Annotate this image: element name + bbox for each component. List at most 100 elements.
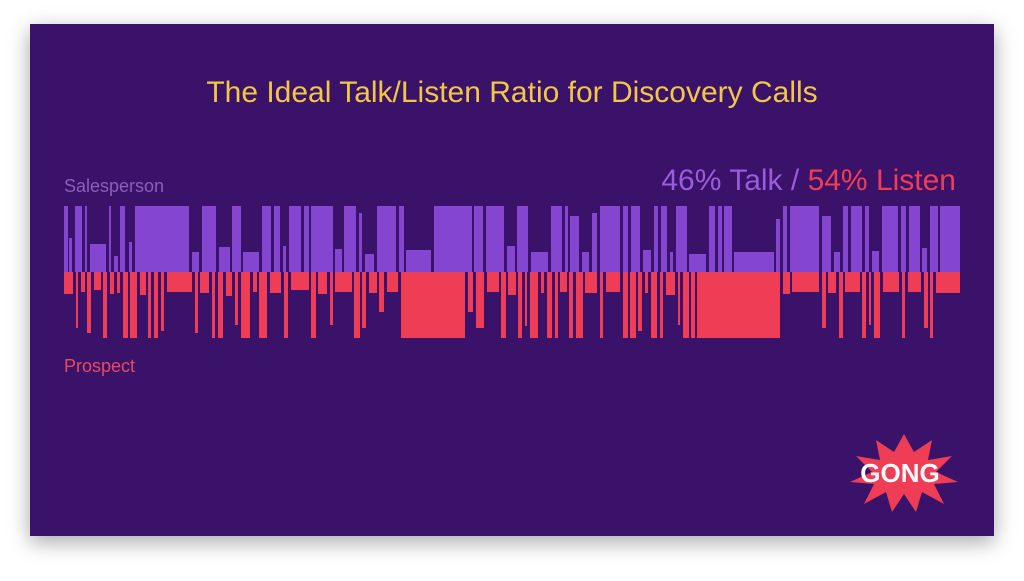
waveform-segment (555, 272, 558, 338)
waveform-segment (718, 206, 722, 272)
waveform-segment (284, 272, 288, 338)
waveform-segment (654, 206, 658, 272)
waveform-segment (843, 206, 848, 272)
waveform-segment (630, 272, 635, 338)
waveform-segment (120, 206, 124, 272)
waveform-segment (94, 272, 101, 290)
waveform-segment (123, 272, 127, 338)
waveform-segment (922, 248, 926, 272)
waveform-segment (202, 206, 216, 272)
gong-logo: GONG (844, 432, 964, 512)
label-salesperson: Salesperson (64, 176, 164, 197)
waveform-segment (623, 272, 627, 338)
waveform-segment (243, 252, 259, 272)
waveform-segment (530, 272, 538, 338)
waveform-segment (507, 246, 515, 272)
waveform-segment (661, 206, 667, 272)
waveform-segment (585, 272, 597, 293)
waveform-segment (75, 206, 82, 272)
waveform-segment (335, 249, 341, 272)
waveform-segment (161, 272, 165, 331)
ratio-summary: 46% Talk / 54% Listen (661, 164, 956, 198)
waveform-segment (117, 272, 121, 293)
waveform-segment (262, 206, 271, 272)
waveform-segment (940, 206, 960, 272)
waveform-segment (631, 206, 640, 272)
waveform-segment (241, 272, 251, 338)
waveform-segment (85, 206, 88, 272)
waveform-segment (645, 272, 649, 293)
waveform-segment (541, 272, 545, 293)
waveform-segment (434, 206, 472, 272)
waveform-segment (551, 206, 563, 272)
waveform-segment (638, 272, 642, 331)
waveform-segment (76, 272, 79, 328)
waveform-segment (790, 206, 820, 272)
waveform-segment (318, 272, 327, 294)
waveform-segment (882, 206, 898, 272)
waveform-segment (643, 250, 651, 272)
waveform-segment (691, 272, 695, 338)
waveform-segment (936, 272, 960, 293)
waveform-segment (291, 272, 309, 290)
waveform-segment (565, 206, 568, 272)
waveform-salesperson (64, 206, 960, 272)
waveform-segment (660, 272, 664, 338)
waveform-segment (311, 272, 315, 338)
waveform-segment (862, 272, 866, 338)
waveform-segment (486, 206, 504, 272)
waveform-segment (508, 272, 515, 295)
waveform-segment (487, 272, 499, 292)
waveform-segment (270, 272, 281, 293)
waveform-segment (387, 272, 399, 292)
waveform-segment (623, 206, 628, 272)
waveform-segment (874, 272, 880, 338)
waveform-segment (253, 272, 257, 292)
waveform-segment (783, 206, 787, 272)
waveform-segment (697, 272, 779, 338)
waveform-segment (666, 272, 675, 295)
waveform-segment (154, 272, 158, 338)
waveform-segment (406, 250, 431, 272)
waveform-segment (130, 272, 137, 338)
waveform-segment (468, 272, 473, 312)
waveform-segment (834, 252, 840, 272)
waveform-segment (289, 206, 302, 272)
waveform-segment (839, 272, 843, 338)
waveform-segment (576, 272, 583, 338)
waveform-segment (851, 206, 863, 272)
waveform-segment (219, 247, 230, 272)
waveform-segment (365, 254, 374, 272)
waveform-segment (335, 272, 351, 292)
waveform-segment (872, 251, 879, 272)
waveform-segment (474, 206, 483, 272)
waveform-segment (570, 216, 579, 272)
waveform-segment (81, 272, 85, 292)
waveform-segment (683, 272, 688, 338)
waveform-segment (359, 213, 363, 272)
waveform-segment (517, 206, 528, 272)
waveform-segment (525, 272, 528, 326)
waveform-segment (135, 206, 189, 272)
waveform-segment (110, 272, 114, 294)
waveform-segment (845, 272, 859, 292)
waveform-segment (734, 252, 773, 272)
waveform-segment (822, 272, 826, 328)
waveform-segment (600, 272, 604, 338)
waveform-segment (865, 206, 869, 272)
waveform-segment (822, 216, 831, 272)
waveform-segment (670, 252, 674, 272)
waveform-segment (304, 206, 308, 272)
waveform-segment (676, 206, 687, 272)
slide-card: The Ideal Talk/Listen Ratio for Discover… (30, 24, 994, 536)
waveform-segment (114, 256, 118, 273)
waveform-segment (547, 272, 552, 338)
waveform-segment (90, 244, 106, 272)
waveform-prospect (64, 272, 960, 338)
waveform-segment (362, 272, 366, 328)
label-prospect: Prospect (64, 356, 135, 377)
waveform-segment (924, 272, 928, 328)
waveform-segment (401, 272, 466, 338)
waveform-segment (377, 206, 397, 272)
waveform-segment (226, 272, 232, 296)
